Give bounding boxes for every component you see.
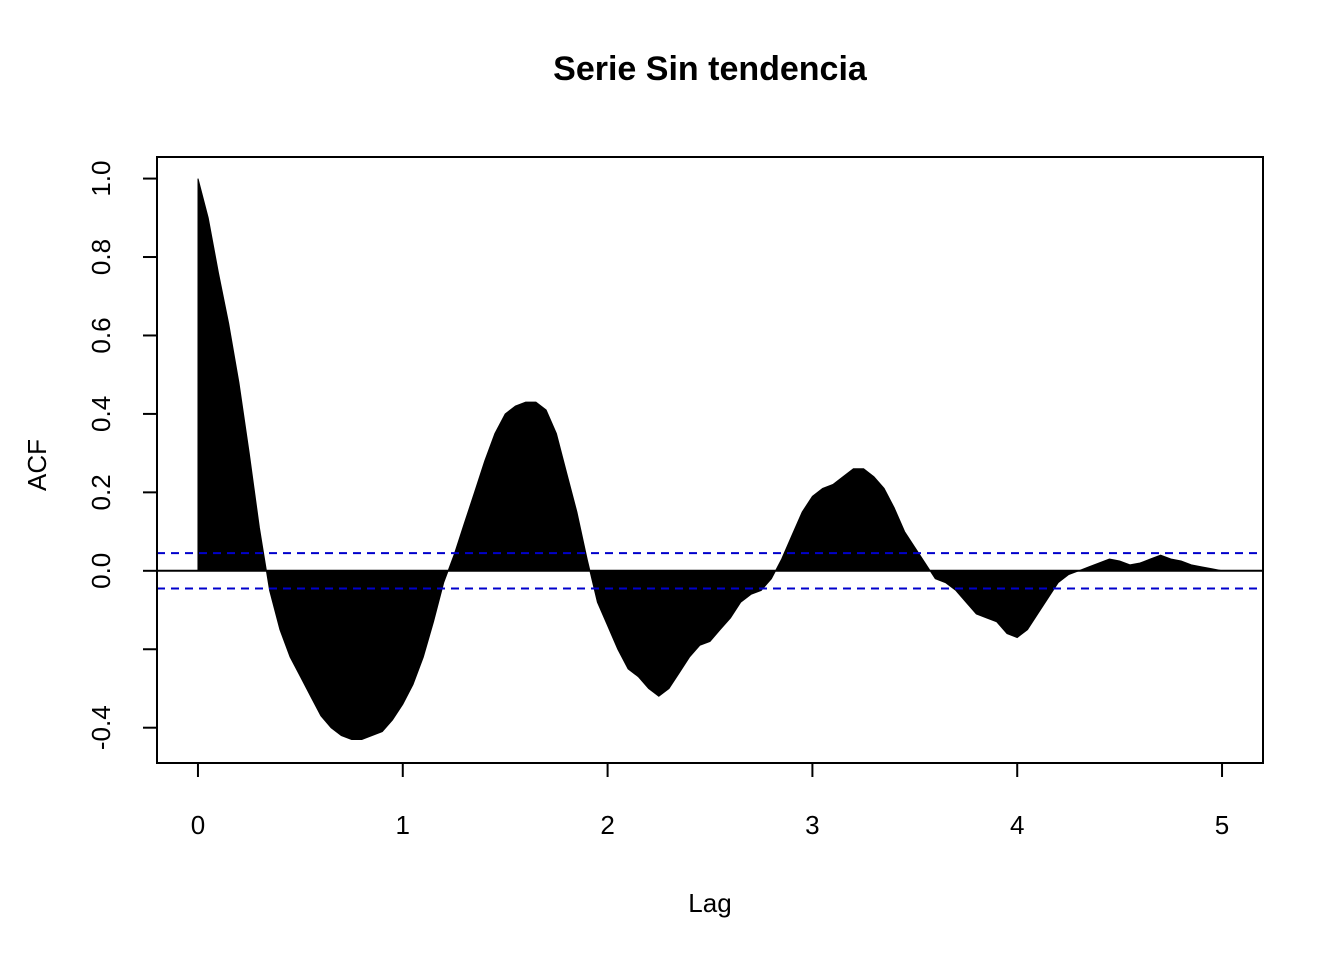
y-tick-label: 0.6	[86, 317, 116, 353]
y-tick-label: 0.4	[86, 396, 116, 432]
x-axis-label: Lag	[688, 888, 731, 918]
x-tick-label: 1	[396, 810, 410, 840]
acf-area-0	[197, 178, 1223, 740]
y-tick-label: 0.8	[86, 239, 116, 275]
y-axis-label: ACF	[22, 439, 52, 491]
x-tick-label: 5	[1215, 810, 1229, 840]
y-tick-label: -0.4	[86, 705, 116, 750]
x-axis: 0 1 2 3 4 5	[191, 762, 1229, 840]
y-tick-label: 1.0	[86, 161, 116, 197]
chart-title: Serie Sin tendencia	[553, 50, 868, 88]
x-tick-label: 4	[1010, 810, 1024, 840]
x-tick-label: 3	[805, 810, 819, 840]
y-tick-label: 0.2	[86, 474, 116, 510]
acf-series	[197, 178, 1223, 740]
x-tick-label: 2	[600, 810, 614, 840]
x-tick-label: 0	[191, 810, 205, 840]
y-axis: -0.4 0.0 0.2 0.4 0.6 0.8 1.0	[86, 161, 158, 750]
y-tick-label: 0.0	[86, 553, 116, 589]
